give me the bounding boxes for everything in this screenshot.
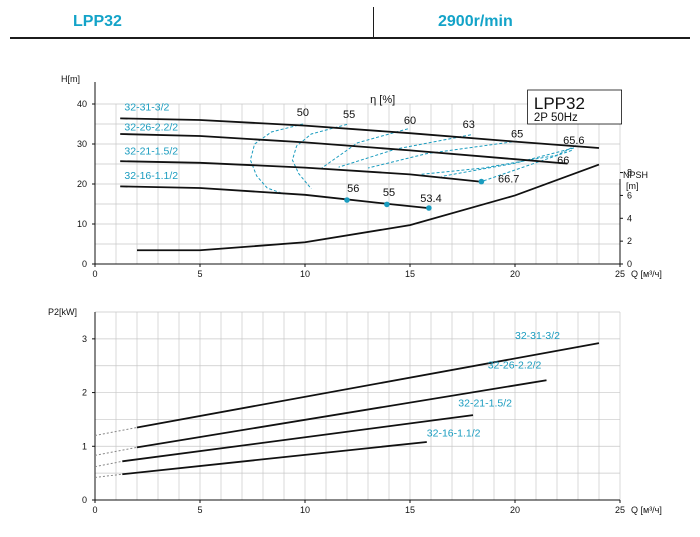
power-curve — [122, 414, 474, 463]
efficiency-point — [344, 197, 350, 203]
y2-axis-label: NPSH — [623, 170, 648, 180]
header: LPP32 2900r/min — [10, 7, 690, 39]
y-tick-label: 0 — [82, 495, 87, 505]
efficiency-value-label: 55 — [383, 187, 395, 199]
efficiency-isoline — [321, 128, 409, 169]
y-tick-label: 0 — [82, 259, 87, 269]
power-curve-label: 32-16-1.1/2 — [427, 428, 481, 440]
y2-tick-label: 2 — [627, 236, 632, 246]
head-curve-label: 32-31-3/2 — [124, 101, 169, 113]
head-curve — [120, 117, 600, 149]
power-curve — [136, 342, 600, 429]
power-curve-label: 32-31-3/2 — [515, 330, 560, 342]
efficiency-value-label: 66.7 — [498, 173, 519, 185]
efficiency-isoline — [420, 145, 577, 175]
head-curve-label: 32-21-1.5/2 — [124, 145, 178, 157]
y2-tick-label: 0 — [627, 259, 632, 269]
x-tick-label: 20 — [510, 505, 520, 515]
power-curve — [136, 379, 547, 449]
x-tick-label: 10 — [300, 269, 310, 279]
header-divider — [373, 7, 374, 37]
x-tick-label: 0 — [92, 269, 97, 279]
efficiency-point — [478, 178, 485, 185]
power-curve-extension — [94, 426, 138, 437]
efficiency-value-label: 60 — [404, 115, 416, 127]
y-tick-label: 3 — [82, 334, 87, 344]
efficiency-isoline — [441, 147, 574, 177]
head-curve-label: 32-26-2.2/2 — [124, 121, 178, 133]
y2-axis-unit: [m] — [626, 181, 639, 191]
head-curve — [120, 133, 568, 165]
power-curve-extension — [94, 460, 123, 468]
efficiency-value-label: 53.4 — [420, 193, 441, 205]
model-title: LPP32 — [73, 13, 122, 30]
y-axis-label: H[m] — [61, 74, 80, 84]
x-tick-label: 25 — [615, 269, 625, 279]
x-tick-label: 5 — [197, 505, 202, 515]
power-curve-label: 32-26-2.2/2 — [488, 359, 542, 371]
efficiency-value-label: 63 — [463, 119, 475, 131]
x-tick-label: 25 — [615, 505, 625, 515]
y2-tick-label: 8 — [627, 168, 632, 178]
efficiency-value-label: 55 — [343, 109, 355, 121]
npsh-curve — [137, 163, 600, 252]
head-curve — [120, 160, 484, 183]
efficiency-point — [426, 205, 432, 211]
y-tick-label: 30 — [77, 139, 87, 149]
efficiency-label: η [%] — [370, 94, 395, 106]
power-curve — [122, 441, 427, 476]
efficiency-point — [384, 201, 390, 208]
efficiency-value-label: 66 — [557, 155, 569, 167]
x-tick-label: 20 — [510, 269, 520, 279]
x-axis-label: Q [м³/ч] — [631, 269, 662, 279]
efficiency-isoline — [367, 140, 518, 169]
head-curve — [120, 185, 432, 210]
efficiency-value-label: 50 — [297, 107, 309, 119]
efficiency-isoline — [338, 134, 471, 168]
x-tick-label: 15 — [405, 269, 415, 279]
x-tick-label: 15 — [405, 505, 415, 515]
y2-tick-label: 4 — [627, 213, 632, 223]
power-curve-label: 32-21-1.5/2 — [458, 398, 512, 410]
efficiency-value-label: 65.6 — [563, 135, 584, 147]
efficiency-isoline — [291, 123, 348, 190]
x-axis-label: Q [м³/ч] — [631, 505, 662, 515]
y-tick-label: 20 — [77, 179, 87, 189]
legend-box — [527, 89, 622, 125]
efficiency-isoline — [481, 149, 572, 183]
header-underline — [10, 37, 690, 39]
y-tick-label: 1 — [82, 441, 87, 451]
power-curve-extension — [94, 446, 138, 456]
y-tick-label: 40 — [77, 99, 87, 109]
x-tick-label: 0 — [92, 505, 97, 515]
y2-tick-label: 6 — [627, 190, 632, 200]
chart-title: LPP32 — [534, 94, 585, 113]
x-tick-label: 5 — [197, 269, 202, 279]
chart-subtitle: 2P 50Hz — [534, 112, 578, 124]
speed-title: 2900r/min — [438, 13, 513, 30]
y-tick-label: 10 — [77, 219, 87, 229]
efficiency-value-label: 56 — [347, 183, 359, 195]
y-axis-label: P2[kW] — [48, 307, 77, 317]
efficiency-value-label: 65 — [511, 129, 523, 141]
y-tick-label: 2 — [82, 388, 87, 398]
efficiency-isoline — [249, 123, 304, 195]
x-tick-label: 10 — [300, 505, 310, 515]
power-curve-extension — [94, 473, 123, 478]
head-curve-label: 32-16-1.1/2 — [124, 170, 178, 182]
